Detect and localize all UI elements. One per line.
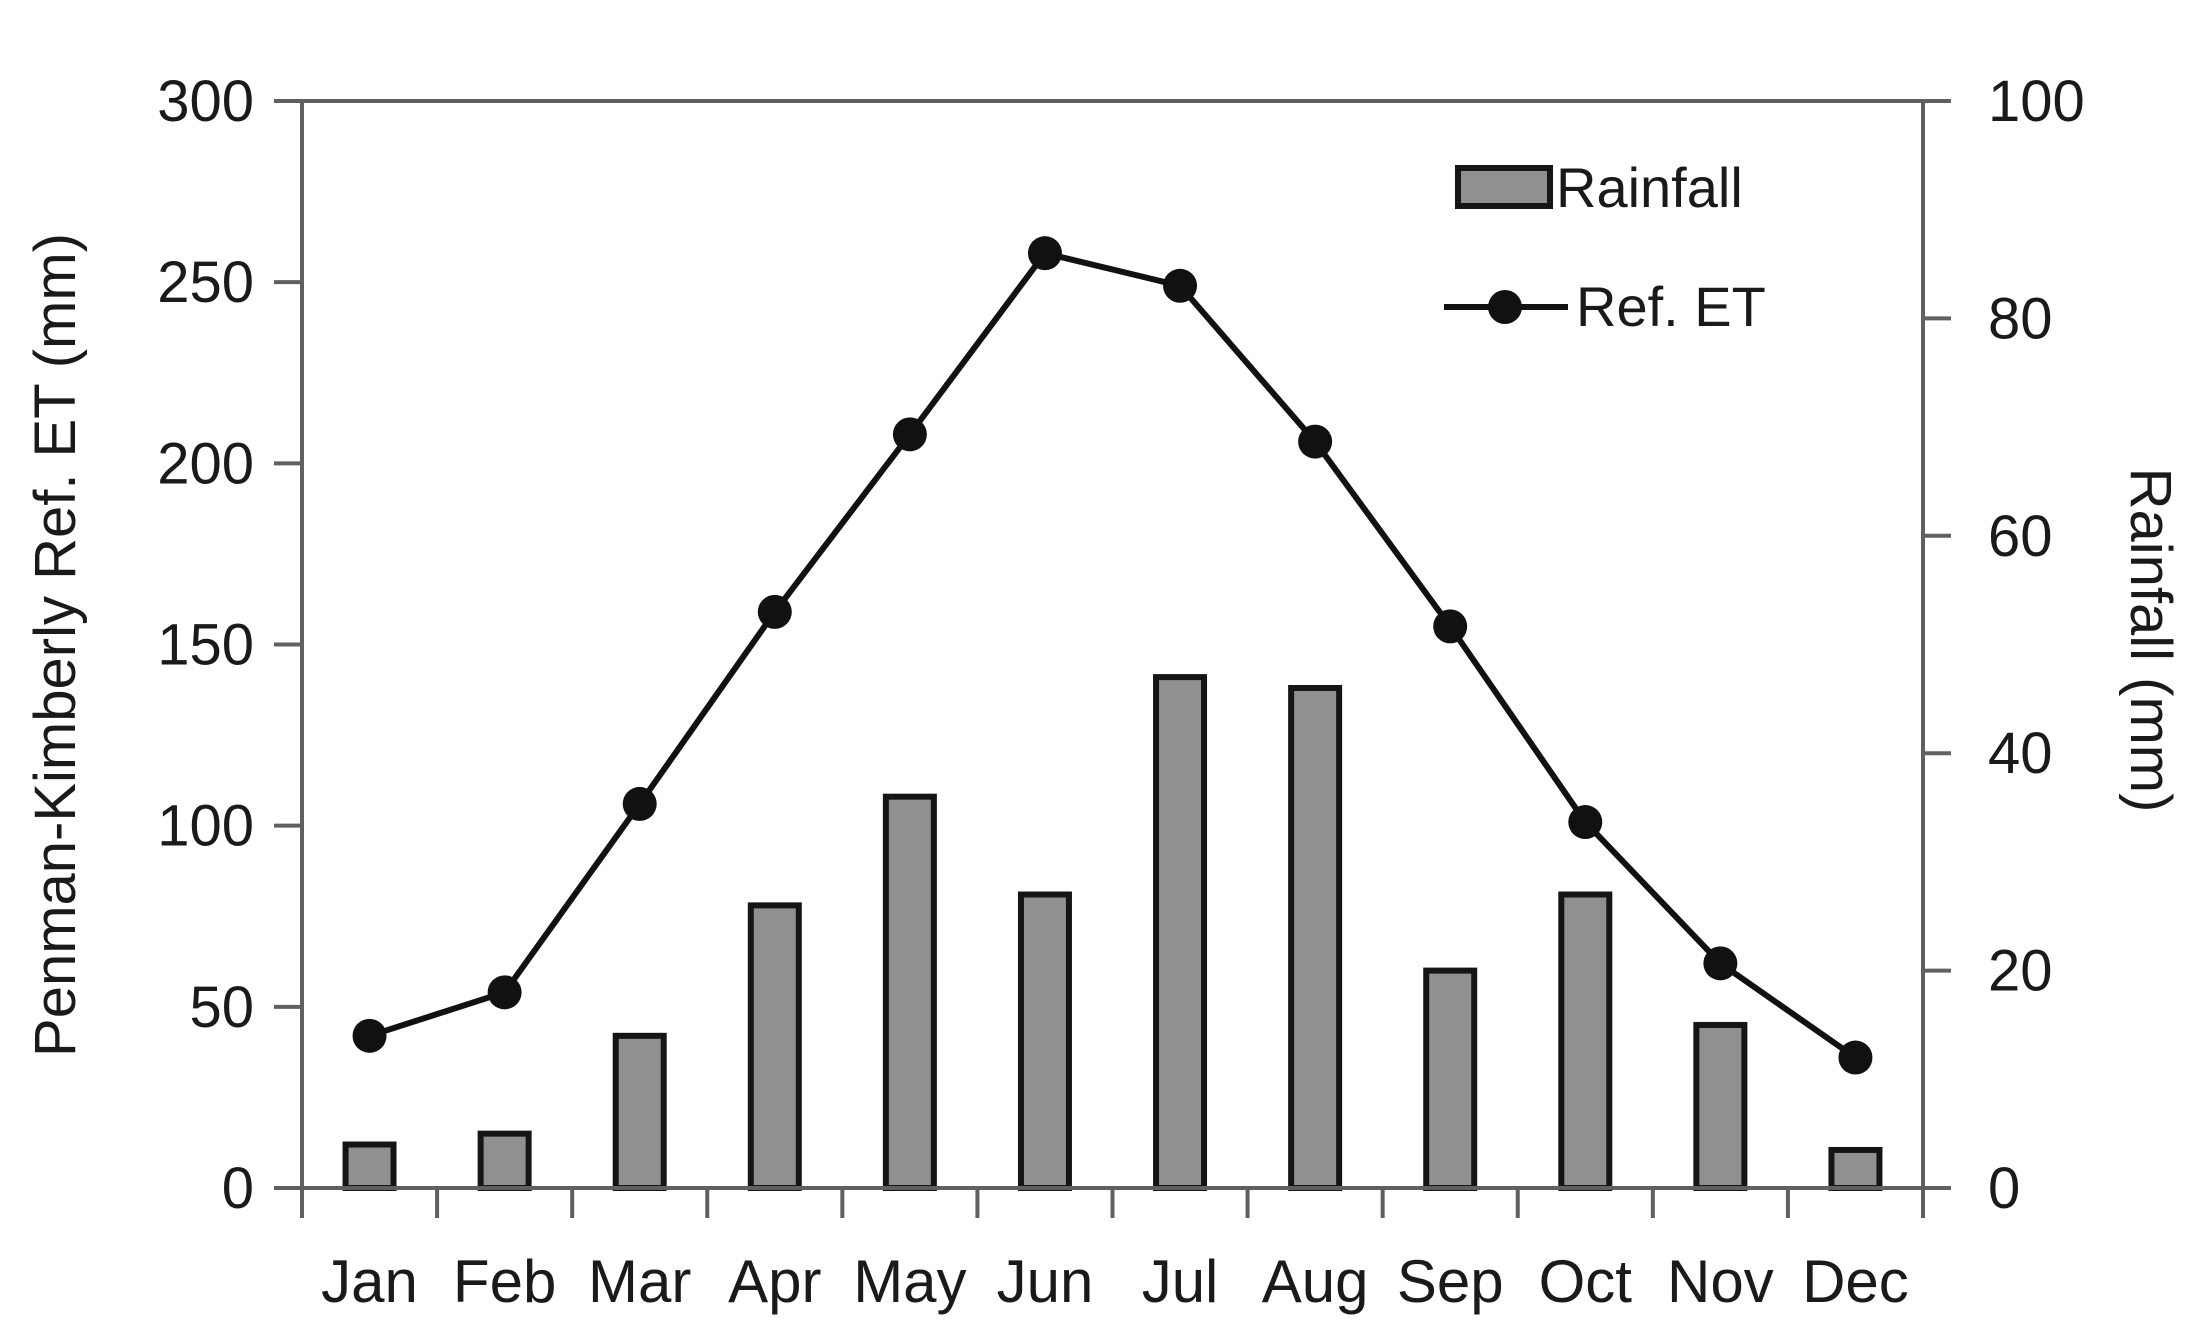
- month-label-Jan: Jan: [321, 1248, 418, 1315]
- right-tick-label: 20: [1988, 939, 2053, 1004]
- month-labels-group: Jan Feb Mar Apr May Jun Jul Aug Sep Oct Nov Dec: [321, 1248, 1909, 1315]
- ref-et-point-Jul: [1163, 268, 1198, 303]
- bar-Apr: [747, 902, 802, 1191]
- right-axis-title: Rainfall (mm): [2118, 468, 2183, 813]
- legend: Rainfall Ref. ET: [1444, 156, 1766, 338]
- bar-Feb: [477, 1130, 532, 1192]
- right-tick-label: 0: [1988, 1156, 2020, 1221]
- month-label-May: May: [853, 1248, 966, 1315]
- bar-May: [882, 793, 937, 1191]
- ref-et-point-Jun: [1027, 236, 1062, 271]
- left-tick-label: 250: [157, 250, 254, 315]
- ref-et-point-Mar: [622, 786, 657, 821]
- month-label-Dec: Dec: [1802, 1248, 1909, 1315]
- month-label-Sep: Sep: [1397, 1248, 1504, 1315]
- left-tick-label: 200: [157, 431, 254, 496]
- ref-et-point-May: [892, 417, 927, 452]
- month-label-Nov: Nov: [1667, 1248, 1774, 1315]
- ref-et-point-Jan: [352, 1018, 387, 1053]
- legend-ref-et-marker-icon: [1488, 290, 1522, 324]
- legend-ref-et-label: Ref. ET: [1576, 275, 1766, 338]
- right-tick-label: 40: [1988, 721, 2053, 786]
- legend-rainfall-swatch-icon: [1455, 165, 1553, 209]
- month-label-Aug: Aug: [1262, 1248, 1369, 1315]
- left-tick-label: 50: [189, 975, 254, 1040]
- bar-Aug: [1288, 684, 1343, 1191]
- month-label-Oct: Oct: [1539, 1248, 1633, 1315]
- legend-rainfall-label: Rainfall: [1556, 156, 1743, 219]
- tick-labels-group: 0 50 100 150 200 250 300 0 20 40 60 80 100: [157, 69, 2085, 1221]
- axes-group: [274, 99, 1951, 1218]
- month-label-Feb: Feb: [453, 1248, 556, 1315]
- bar-Oct: [1558, 891, 1613, 1191]
- ref-et-point-Apr: [757, 594, 792, 629]
- left-tick-label: 150: [157, 613, 254, 678]
- bar-Mar: [612, 1032, 667, 1191]
- right-tick-label: 60: [1988, 504, 2053, 569]
- ref-et-point-Nov: [1703, 946, 1738, 981]
- bar-Jul: [1153, 674, 1208, 1191]
- month-label-Jun: Jun: [997, 1248, 1094, 1315]
- ref-et-point-Aug: [1298, 424, 1333, 459]
- ref-et-line-group: [352, 236, 1873, 1075]
- left-tick-label: 300: [157, 69, 254, 134]
- month-label-Apr: Apr: [728, 1248, 821, 1315]
- right-tick-label: 80: [1988, 286, 2053, 351]
- ref-et-point-Dec: [1838, 1040, 1873, 1075]
- month-label-Jul: Jul: [1142, 1248, 1219, 1315]
- ref-et-line: [368, 249, 1858, 1061]
- right-tick-label: 100: [1988, 69, 2085, 134]
- ref-et-point-Oct: [1568, 805, 1603, 840]
- bar-Jan: [342, 1141, 397, 1192]
- bar-Nov: [1693, 1021, 1748, 1191]
- month-label-Mar: Mar: [588, 1248, 691, 1315]
- bar-Dec: [1828, 1146, 1883, 1191]
- bar-Sep: [1423, 967, 1478, 1191]
- ref-et-point-Sep: [1433, 609, 1468, 644]
- left-tick-label: 0: [222, 1156, 254, 1221]
- left-tick-label: 100: [157, 794, 254, 859]
- ref-et-point-Feb: [487, 975, 522, 1010]
- left-axis-title: Penman-Kimberly Ref. ET (mm): [23, 233, 88, 1057]
- rainfall-bars-group: [342, 674, 1883, 1192]
- bar-Jun: [1017, 891, 1072, 1191]
